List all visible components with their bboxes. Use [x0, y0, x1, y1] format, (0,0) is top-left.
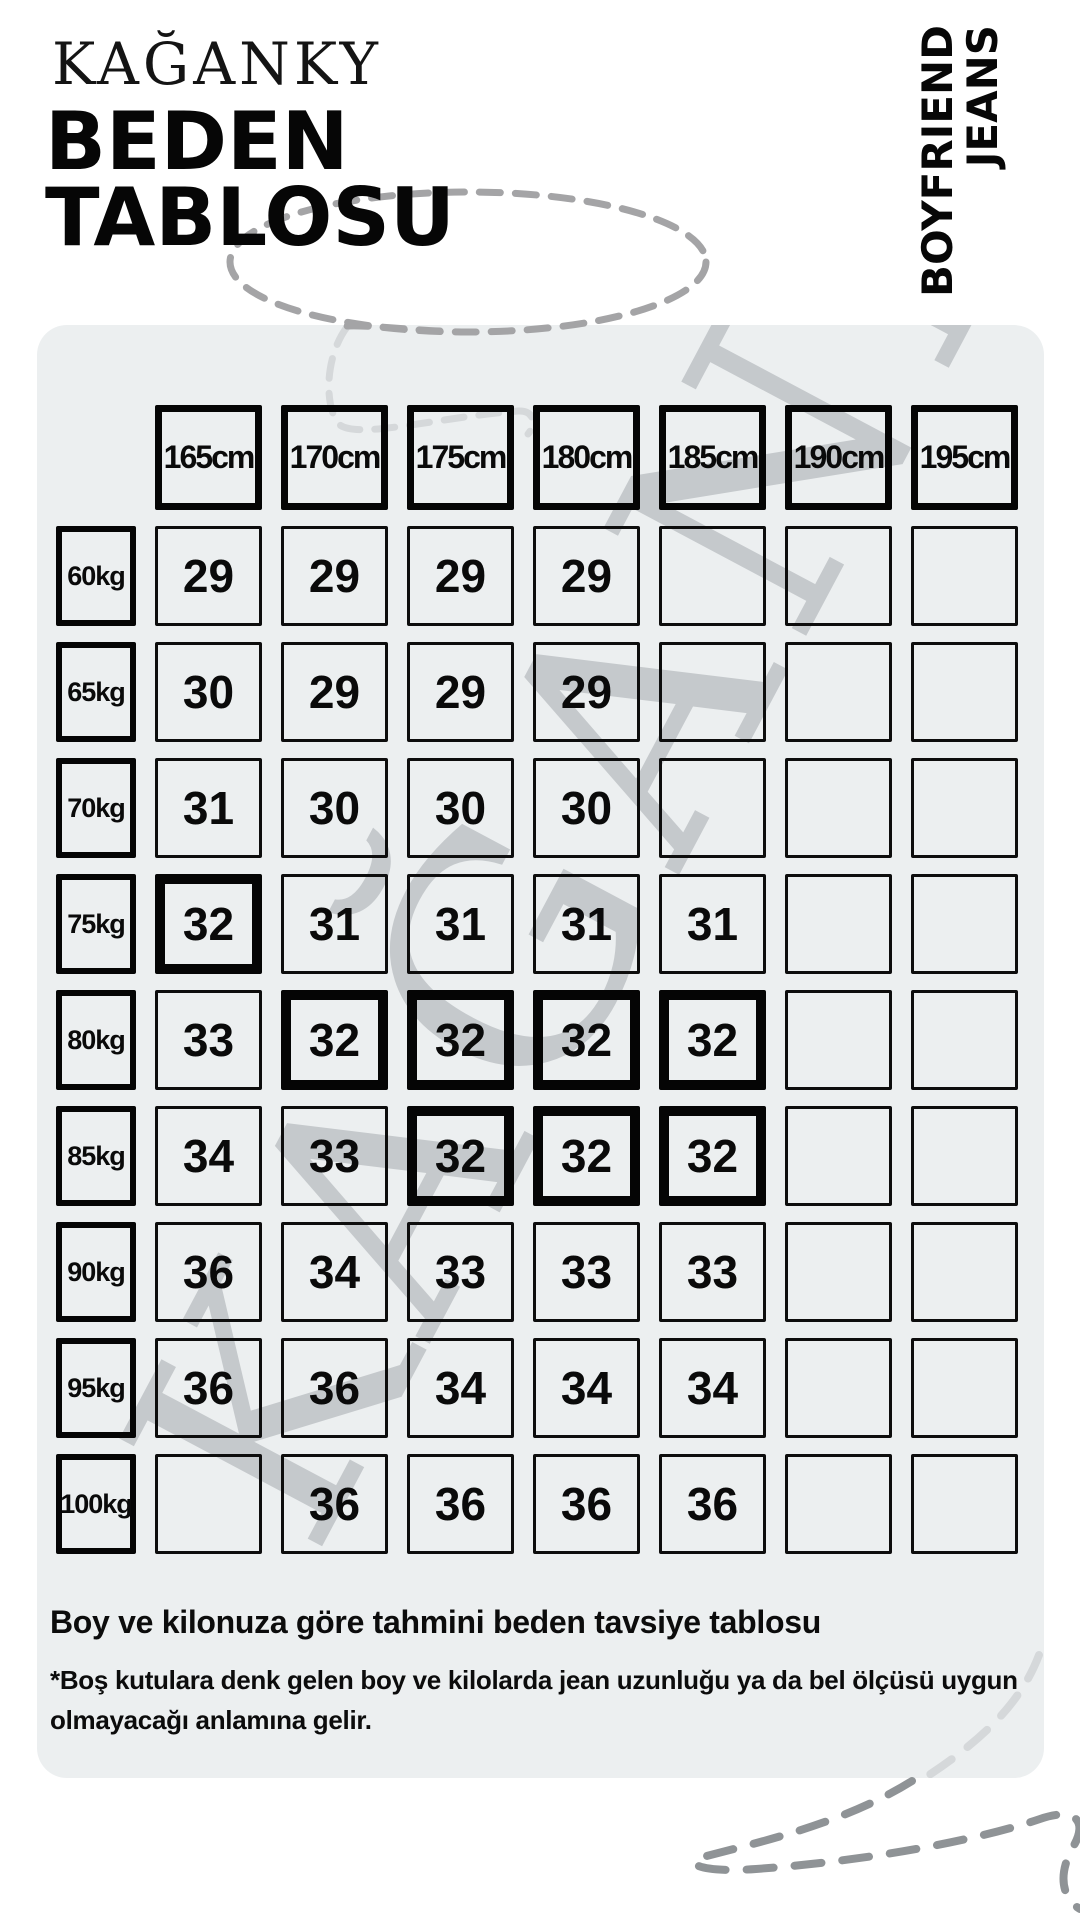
size-cell-100kg-195cm	[911, 1454, 1018, 1554]
size-cell-75kg-180cm: 31	[533, 874, 640, 974]
size-cell-70kg-180cm: 30	[533, 758, 640, 858]
height-header-185cm: 185cm	[659, 405, 766, 510]
product-name-label: BOYFRIEND JEANS	[913, 25, 1025, 305]
size-cell-90kg-180cm: 33	[533, 1222, 640, 1322]
size-cell-90kg-185cm: 33	[659, 1222, 766, 1322]
size-cell-85kg-195cm	[911, 1106, 1018, 1206]
size-table: 165cm 170cm 175cm 180cm 185cm 190cm 195cm 60kg 2…	[56, 405, 1018, 1554]
weight-header-60kg: 60kg	[56, 526, 136, 626]
size-cell-65kg-170cm: 29	[281, 642, 388, 742]
size-cell-60kg-180cm: 29	[533, 526, 640, 626]
weight-header-100kg: 100kg	[56, 1454, 136, 1554]
weight-header-85kg: 85kg	[56, 1106, 136, 1206]
height-header-195cm: 195cm	[911, 405, 1018, 510]
size-cell-65kg-185cm	[659, 642, 766, 742]
size-cell-100kg-165cm	[155, 1454, 262, 1554]
weight-header-90kg: 90kg	[56, 1222, 136, 1322]
size-cell-70kg-175cm: 30	[407, 758, 514, 858]
page-title: BEDEN TABLOSU	[45, 95, 455, 264]
size-cell-65kg-195cm	[911, 642, 1018, 742]
size-cell-90kg-190cm	[785, 1222, 892, 1322]
weight-header-80kg: 80kg	[56, 990, 136, 1090]
title-line-1: BEDEN	[45, 95, 349, 188]
size-cell-60kg-185cm	[659, 526, 766, 626]
size-cell-85kg-175cm: 32	[407, 1106, 514, 1206]
size-cell-80kg-165cm: 33	[155, 990, 262, 1090]
footnote: *Boş kutulara denk gelen boy ve kilolard…	[50, 1665, 1018, 1736]
size-cell-80kg-180cm: 32	[533, 990, 640, 1090]
size-cell-100kg-170cm: 36	[281, 1454, 388, 1554]
size-cell-80kg-175cm: 32	[407, 990, 514, 1090]
height-header-180cm: 180cm	[533, 405, 640, 510]
size-cell-80kg-170cm: 32	[281, 990, 388, 1090]
size-cell-75kg-190cm	[785, 874, 892, 974]
weight-header-70kg: 70kg	[56, 758, 136, 858]
size-cell-70kg-185cm	[659, 758, 766, 858]
weight-header-75kg: 75kg	[56, 874, 136, 974]
size-cell-60kg-175cm: 29	[407, 526, 514, 626]
table-corner-spacer	[56, 405, 136, 510]
size-cell-90kg-170cm: 34	[281, 1222, 388, 1322]
size-cell-65kg-180cm: 29	[533, 642, 640, 742]
size-cell-65kg-190cm	[785, 642, 892, 742]
size-cell-95kg-165cm: 36	[155, 1338, 262, 1438]
height-header-175cm: 175cm	[407, 405, 514, 510]
size-cell-70kg-170cm: 30	[281, 758, 388, 858]
size-cell-80kg-195cm	[911, 990, 1018, 1090]
size-cell-85kg-180cm: 32	[533, 1106, 640, 1206]
weight-header-95kg: 95kg	[56, 1338, 136, 1438]
brand-logo: KAĞANKY	[52, 30, 382, 98]
size-cell-85kg-165cm: 34	[155, 1106, 262, 1206]
height-header-190cm: 190cm	[785, 405, 892, 510]
size-cell-90kg-175cm: 33	[407, 1222, 514, 1322]
size-cell-100kg-190cm	[785, 1454, 892, 1554]
size-cell-60kg-190cm	[785, 526, 892, 626]
size-cell-95kg-195cm	[911, 1338, 1018, 1438]
product-line-1: BOYFRIEND	[913, 25, 962, 297]
height-header-165cm: 165cm	[155, 405, 262, 510]
size-cell-90kg-195cm	[911, 1222, 1018, 1322]
size-cell-85kg-190cm	[785, 1106, 892, 1206]
size-cell-90kg-165cm: 36	[155, 1222, 262, 1322]
size-cell-70kg-165cm: 31	[155, 758, 262, 858]
table-caption: Boy ve kilonuza göre tahmini beden tavsi…	[50, 1604, 821, 1640]
size-cell-75kg-165cm: 32	[155, 874, 262, 974]
size-cell-80kg-185cm: 32	[659, 990, 766, 1090]
size-cell-95kg-185cm: 34	[659, 1338, 766, 1438]
size-cell-70kg-190cm	[785, 758, 892, 858]
size-cell-95kg-175cm: 34	[407, 1338, 514, 1438]
size-cell-75kg-195cm	[911, 874, 1018, 974]
size-cell-60kg-195cm	[911, 526, 1018, 626]
size-cell-75kg-185cm: 31	[659, 874, 766, 974]
size-cell-85kg-170cm: 33	[281, 1106, 388, 1206]
size-cell-70kg-195cm	[911, 758, 1018, 858]
dashed-squiggle-bottom	[690, 1777, 1080, 1913]
size-cell-100kg-175cm: 36	[407, 1454, 514, 1554]
size-cell-95kg-190cm	[785, 1338, 892, 1438]
size-cell-95kg-180cm: 34	[533, 1338, 640, 1438]
size-cell-65kg-175cm: 29	[407, 642, 514, 742]
product-line-2: JEANS	[958, 25, 1008, 168]
size-cell-65kg-165cm: 30	[155, 642, 262, 742]
size-cell-75kg-175cm: 31	[407, 874, 514, 974]
size-cell-60kg-170cm: 29	[281, 526, 388, 626]
size-cell-75kg-170cm: 31	[281, 874, 388, 974]
size-cell-100kg-185cm: 36	[659, 1454, 766, 1554]
title-line-2: TABLOSU	[45, 171, 455, 264]
height-header-170cm: 170cm	[281, 405, 388, 510]
size-cell-95kg-170cm: 36	[281, 1338, 388, 1438]
size-cell-60kg-165cm: 29	[155, 526, 262, 626]
size-cell-80kg-190cm	[785, 990, 892, 1090]
weight-header-65kg: 65kg	[56, 642, 136, 742]
size-cell-100kg-180cm: 36	[533, 1454, 640, 1554]
size-cell-85kg-185cm: 32	[659, 1106, 766, 1206]
